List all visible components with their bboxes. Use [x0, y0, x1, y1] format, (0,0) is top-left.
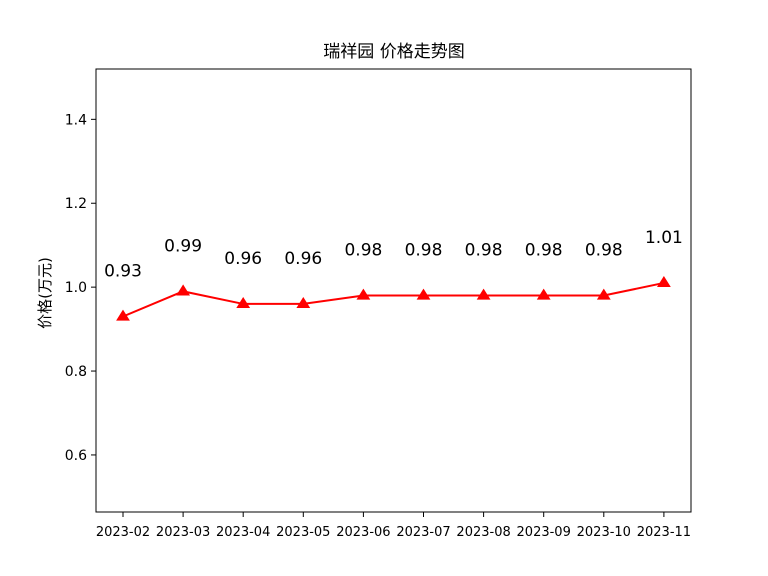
data-point-marker	[116, 309, 130, 321]
data-label: 0.99	[164, 236, 202, 256]
data-label: 0.96	[284, 249, 322, 269]
data-point-marker	[656, 276, 671, 288]
y-tick-label: 0.6	[65, 448, 87, 464]
data-point-marker	[596, 288, 611, 300]
series-layer	[116, 276, 671, 321]
y-tick-label: 1.4	[65, 112, 87, 128]
x-tick-label: 2023-03	[156, 525, 210, 540]
data-point-marker	[356, 288, 371, 300]
data-label: 0.98	[344, 241, 382, 261]
x-tick-label: 2023-04	[216, 525, 270, 540]
data-label: 0.93	[104, 262, 142, 282]
data-point-marker	[476, 288, 491, 300]
data-point-marker	[296, 296, 311, 309]
data-label: 0.98	[525, 241, 563, 261]
data-label: 1.01	[645, 228, 683, 248]
x-tick-label: 2023-05	[276, 525, 330, 540]
y-axis-label: 价格(万元)	[36, 257, 54, 329]
x-tick-label: 2023-10	[577, 525, 631, 540]
data-point-marker	[236, 296, 251, 309]
chart-title: 瑞祥园 价格走势图	[323, 42, 464, 62]
data-point-marker	[176, 284, 191, 296]
x-tick-label: 2023-06	[336, 525, 390, 540]
x-tick-label: 2023-09	[517, 525, 571, 540]
x-tick-label: 2023-08	[456, 525, 510, 540]
x-tick-label: 2023-02	[96, 525, 150, 540]
axis-ticks: 0.6 0.8 1.0 1.2 1.4 2023-02 2023-03 2023-04 2023…	[65, 112, 691, 540]
data-label: 0.96	[224, 249, 262, 269]
plot-frame	[95, 68, 692, 513]
x-tick-label: 2023-07	[396, 525, 450, 540]
data-label: 0.98	[405, 241, 443, 261]
y-tick-label: 1.2	[65, 196, 87, 212]
x-tick-label: 2023-11	[637, 525, 691, 540]
data-point-marker	[536, 288, 551, 300]
data-label: 0.98	[585, 241, 623, 261]
data-point-marker	[416, 288, 431, 300]
data-label: 0.98	[465, 241, 503, 261]
y-tick-label: 1.0	[65, 280, 87, 296]
series-line	[122, 281, 665, 318]
data-labels: 0.93 0.99 0.96 0.96 0.98 0.98 0.98 0.98 0.98 1.01	[104, 228, 683, 282]
y-tick-label: 0.8	[65, 364, 87, 380]
